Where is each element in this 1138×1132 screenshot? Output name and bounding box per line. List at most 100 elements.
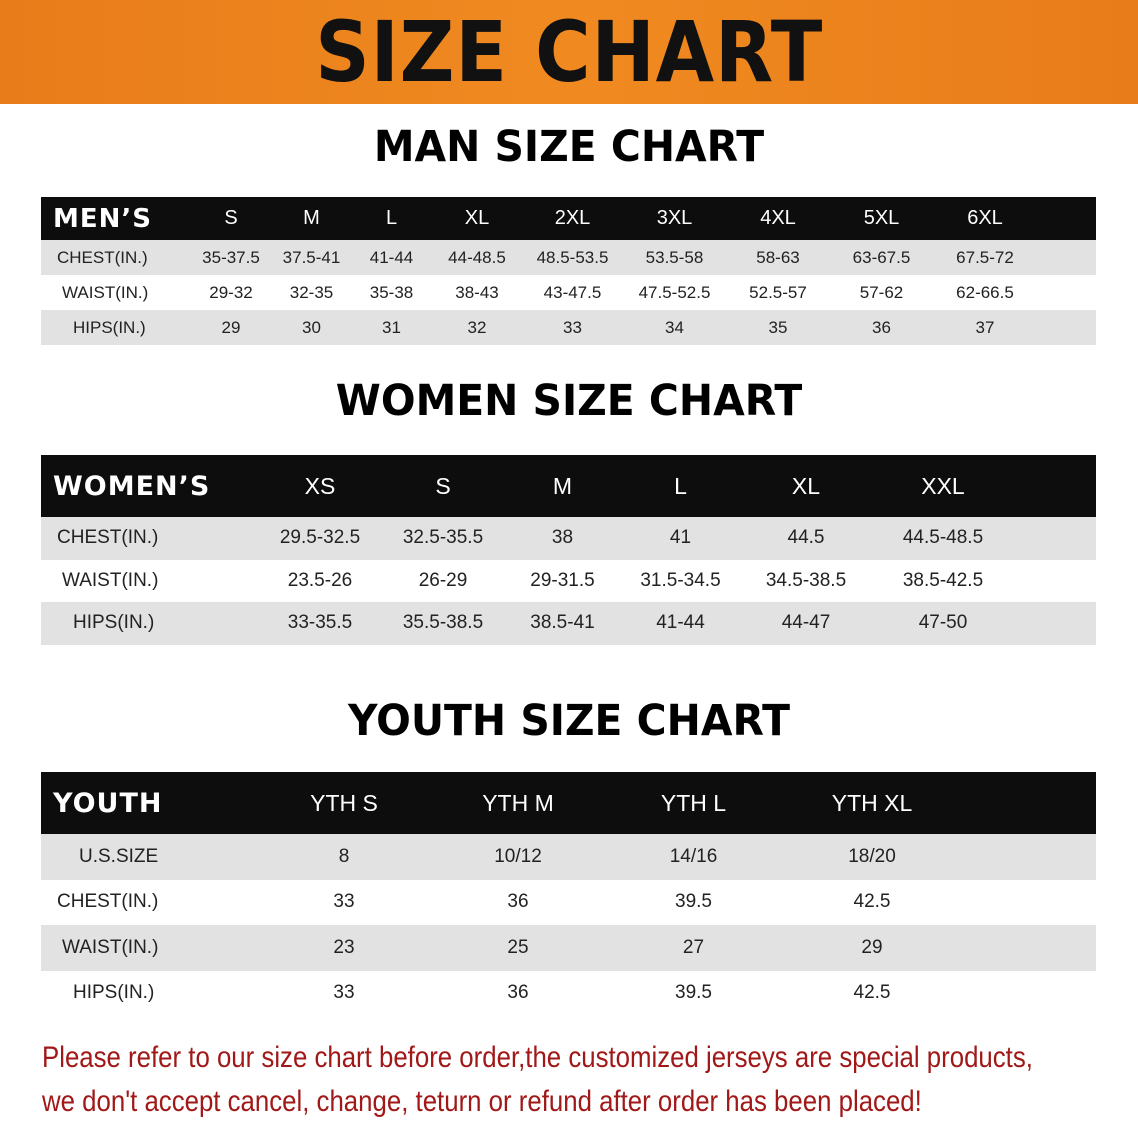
row-spacer	[962, 834, 1096, 880]
measurement-value: 31.5-34.5	[621, 559, 740, 602]
measurement-value: 29	[190, 310, 272, 345]
measurement-value: 30	[272, 310, 351, 345]
measurement-value: 23.5-26	[258, 559, 382, 602]
measurement-label: HIPS(IN.)	[41, 970, 257, 1016]
measurement-value: 58-63	[726, 240, 830, 275]
measurement-value: 37.5-41	[272, 240, 351, 275]
measurement-value: 57-62	[830, 275, 933, 310]
measurement-value: 8	[257, 834, 431, 880]
measurement-value: 34.5-38.5	[740, 559, 872, 602]
size-column-header: XL	[740, 455, 872, 517]
measurement-value: 53.5-58	[623, 240, 726, 275]
measurement-value: 26-29	[382, 559, 504, 602]
table-row: WAIST(IN.) 23 25 27 29	[41, 925, 1096, 971]
measurement-value: 35	[726, 310, 830, 345]
size-column-header: M	[504, 455, 621, 517]
header-spacer	[962, 772, 1096, 834]
table-row: CHEST(IN.) 35-37.5 37.5-41 41-44 44-48.5 48.5…	[41, 240, 1096, 275]
measurement-value: 36	[431, 879, 605, 925]
measurement-label: CHEST(IN.)	[41, 879, 257, 925]
youth-size-table: YOUTH YTH S YTH M YTH L YTH XL U.S.SIZE 8 10/12…	[41, 772, 1096, 1016]
measurement-value: 44-48.5	[432, 240, 522, 275]
measurement-value: 35.5-38.5	[382, 602, 504, 645]
size-column-header: 3XL	[623, 197, 726, 240]
measurement-value: 29.5-32.5	[258, 517, 382, 560]
measurement-value: 33	[257, 970, 431, 1016]
measurement-value: 38.5-42.5	[872, 559, 1014, 602]
size-column-header: L	[621, 455, 740, 517]
measurement-value: 41-44	[351, 240, 432, 275]
table-row: WAIST(IN.) 23.5-26 26-29 29-31.5 31.5-34.5 34…	[41, 559, 1096, 602]
size-column-header: M	[272, 197, 351, 240]
table-row: HIPS(IN.) 33 36 39.5 42.5	[41, 970, 1096, 1016]
measurement-value: 41-44	[621, 602, 740, 645]
women-section-title: WOMEN SIZE CHART	[335, 376, 803, 426]
measurement-value: 47.5-52.5	[623, 275, 726, 310]
size-column-header: 5XL	[830, 197, 933, 240]
table-row: CHEST(IN.) 33 36 39.5 42.5	[41, 879, 1096, 925]
size-column-header: XS	[258, 455, 382, 517]
table-row: WAIST(IN.) 29-32 32-35 35-38 38-43 43-47.5 47.…	[41, 275, 1096, 310]
measurement-value: 38.5-41	[504, 602, 621, 645]
size-column-header: 6XL	[933, 197, 1037, 240]
header-spacer	[1037, 197, 1096, 240]
row-spacer	[962, 925, 1096, 971]
row-spacer	[1014, 602, 1096, 645]
measurement-value: 29	[782, 925, 962, 971]
men-section-title: MAN SIZE CHART	[373, 122, 765, 172]
measurement-value: 27	[605, 925, 782, 971]
row-spacer	[1037, 275, 1096, 310]
size-column-header: XXL	[872, 455, 1014, 517]
measurement-label: CHEST(IN.)	[41, 240, 190, 275]
measurement-value: 32	[432, 310, 522, 345]
measurement-value: 34	[623, 310, 726, 345]
measurement-value: 43-47.5	[522, 275, 623, 310]
measurement-value: 38-43	[432, 275, 522, 310]
measurement-label: HIPS(IN.)	[41, 602, 258, 645]
measurement-value: 41	[621, 517, 740, 560]
women-size-table: WOMEN’S XS S M L XL XXL CHEST(IN.) 29.5-32.5 32.5…	[41, 455, 1096, 645]
measurement-value: 52.5-57	[726, 275, 830, 310]
measurement-value: 32.5-35.5	[382, 517, 504, 560]
measurement-value: 33-35.5	[258, 602, 382, 645]
measurement-value: 35-38	[351, 275, 432, 310]
measurement-value: 62-66.5	[933, 275, 1037, 310]
header-spacer	[1014, 455, 1096, 517]
row-spacer	[1037, 310, 1096, 345]
measurement-value: 44.5-48.5	[872, 517, 1014, 560]
measurement-value: 42.5	[782, 970, 962, 1016]
measurement-value: 48.5-53.5	[522, 240, 623, 275]
measurement-value: 29-31.5	[504, 559, 621, 602]
size-column-header: YTH L	[605, 772, 782, 834]
youth-section-title: YOUTH SIZE CHART	[348, 696, 790, 746]
table-row: HIPS(IN.) 29 30 31 32 33 34 35 36 37	[41, 310, 1096, 345]
table-row: CHEST(IN.) 29.5-32.5 32.5-35.5 38 41 44.5 44.5…	[41, 517, 1096, 560]
size-column-header: YTH M	[431, 772, 605, 834]
banner-title: SIZE CHART	[314, 3, 823, 101]
size-column-header: L	[351, 197, 432, 240]
measurement-value: 63-67.5	[830, 240, 933, 275]
measurement-label: WAIST(IN.)	[41, 275, 190, 310]
size-column-header: 4XL	[726, 197, 830, 240]
measurement-value: 25	[431, 925, 605, 971]
measurement-label: U.S.SIZE	[41, 834, 257, 880]
measurement-value: 18/20	[782, 834, 962, 880]
measurement-value: 47-50	[872, 602, 1014, 645]
order-notice: Please refer to our size chart before or…	[42, 1036, 1033, 1124]
measurement-value: 39.5	[605, 879, 782, 925]
measurement-value: 44.5	[740, 517, 872, 560]
measurement-label: WAIST(IN.)	[41, 925, 257, 971]
table-row: U.S.SIZE 8 10/12 14/16 18/20	[41, 834, 1096, 880]
measurement-value: 33	[257, 879, 431, 925]
men-size-table: MEN’S S M L XL 2XL 3XL 4XL 5XL 6XL CHEST(IN.) 35-37…	[41, 197, 1096, 345]
measurement-value: 42.5	[782, 879, 962, 925]
measurement-value: 23	[257, 925, 431, 971]
order-notice-line-2: we don't accept cancel, change, teturn o…	[42, 1085, 922, 1118]
measurement-value: 32-35	[272, 275, 351, 310]
row-spacer	[962, 879, 1096, 925]
measurement-value: 33	[522, 310, 623, 345]
size-column-header: S	[382, 455, 504, 517]
size-column-header: XL	[432, 197, 522, 240]
row-spacer	[962, 970, 1096, 1016]
measurement-value: 37	[933, 310, 1037, 345]
